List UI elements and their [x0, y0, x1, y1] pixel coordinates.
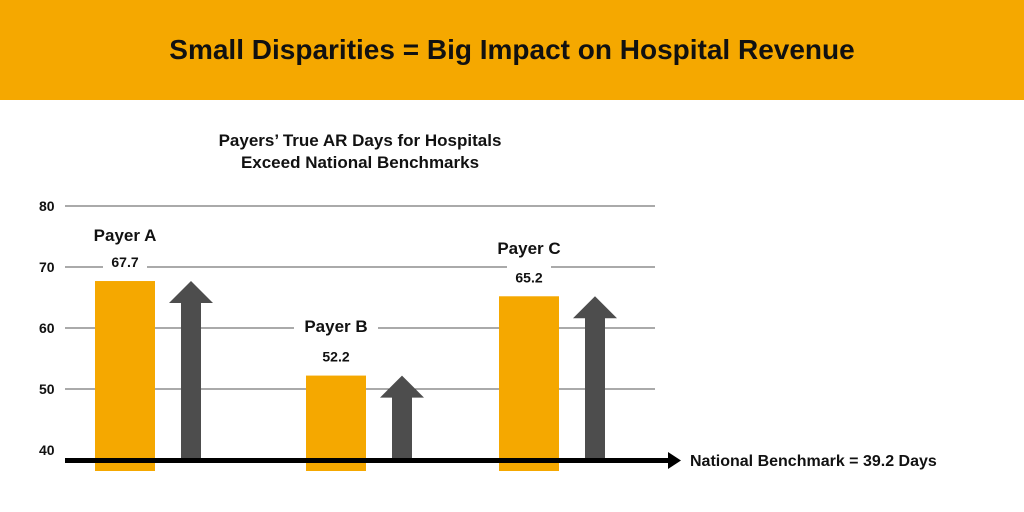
- chart-title-line-1: Payers’ True AR Days for Hospitals: [218, 131, 502, 150]
- y-tick-label: 70: [39, 259, 55, 275]
- chart-title-line-2: Exceed National Benchmarks: [240, 153, 480, 172]
- value-label: 67.7: [111, 254, 138, 270]
- y-tick-label: 50: [39, 381, 55, 397]
- value-label: 65.2: [515, 269, 542, 285]
- category-label: Payer C: [497, 239, 560, 258]
- category-label-backing: [294, 316, 378, 338]
- y-tick-label: 80: [39, 198, 55, 214]
- bar: [95, 281, 155, 471]
- category-label: Payer A: [94, 226, 157, 245]
- header-banner: Small Disparities = Big Impact on Hospit…: [0, 0, 1024, 100]
- value-label-backing: [103, 251, 147, 272]
- benchmark-arrowhead: [668, 452, 681, 469]
- value-label-backing: [507, 266, 551, 287]
- value-label-backing: [314, 345, 358, 366]
- y-tick-label: 60: [39, 320, 55, 336]
- benchmark-line: [65, 458, 670, 463]
- category-label-backing: [487, 238, 571, 260]
- benchmark-label: National Benchmark = 39.2 Days: [690, 453, 937, 470]
- bar: [306, 375, 366, 471]
- y-tick-label: 40: [39, 442, 55, 458]
- category-label: Payer B: [304, 317, 367, 336]
- gap-arrow: [573, 296, 617, 460]
- bar: [499, 296, 559, 471]
- chart-title: Payers’ True AR Days for Hospitals Excee…: [160, 130, 560, 174]
- category-label-backing: [83, 225, 167, 247]
- gap-arrow: [169, 281, 213, 460]
- value-label: 52.2: [322, 349, 349, 365]
- gap-arrow: [380, 375, 424, 460]
- page-title: Small Disparities = Big Impact on Hospit…: [169, 34, 855, 65]
